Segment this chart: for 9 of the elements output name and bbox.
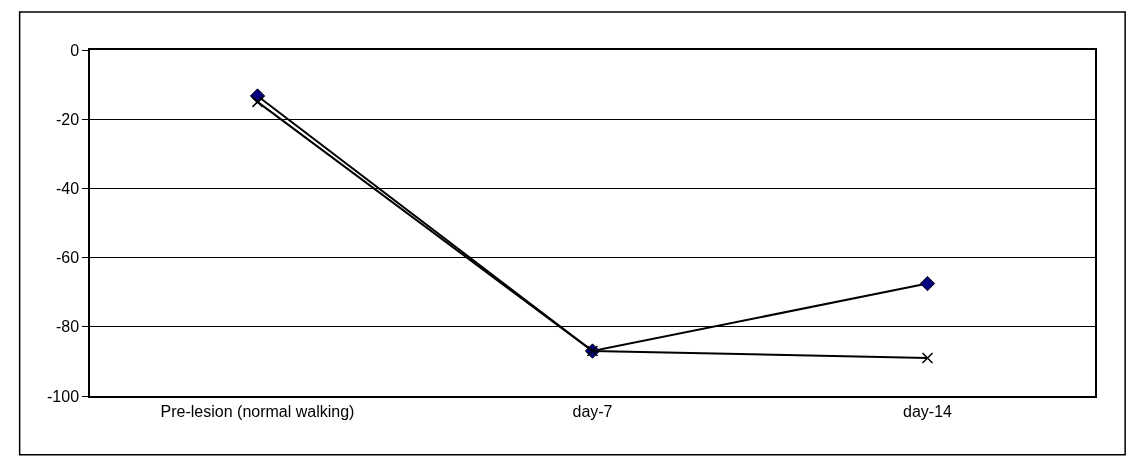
y-tick-label: 0 xyxy=(70,41,80,59)
x-tick-label: day-14 xyxy=(903,402,953,420)
x-tick-label: Pre-lesion (normal walking) xyxy=(160,402,355,420)
y-tick-label: -40 xyxy=(55,180,80,197)
y-tick-label: -20 xyxy=(55,110,80,128)
y-tick-label: -80 xyxy=(55,318,80,336)
y-tick-label: -100 xyxy=(47,387,80,405)
x-tick-label: day-7 xyxy=(572,402,613,420)
y-tick-label: -60 xyxy=(55,249,80,267)
